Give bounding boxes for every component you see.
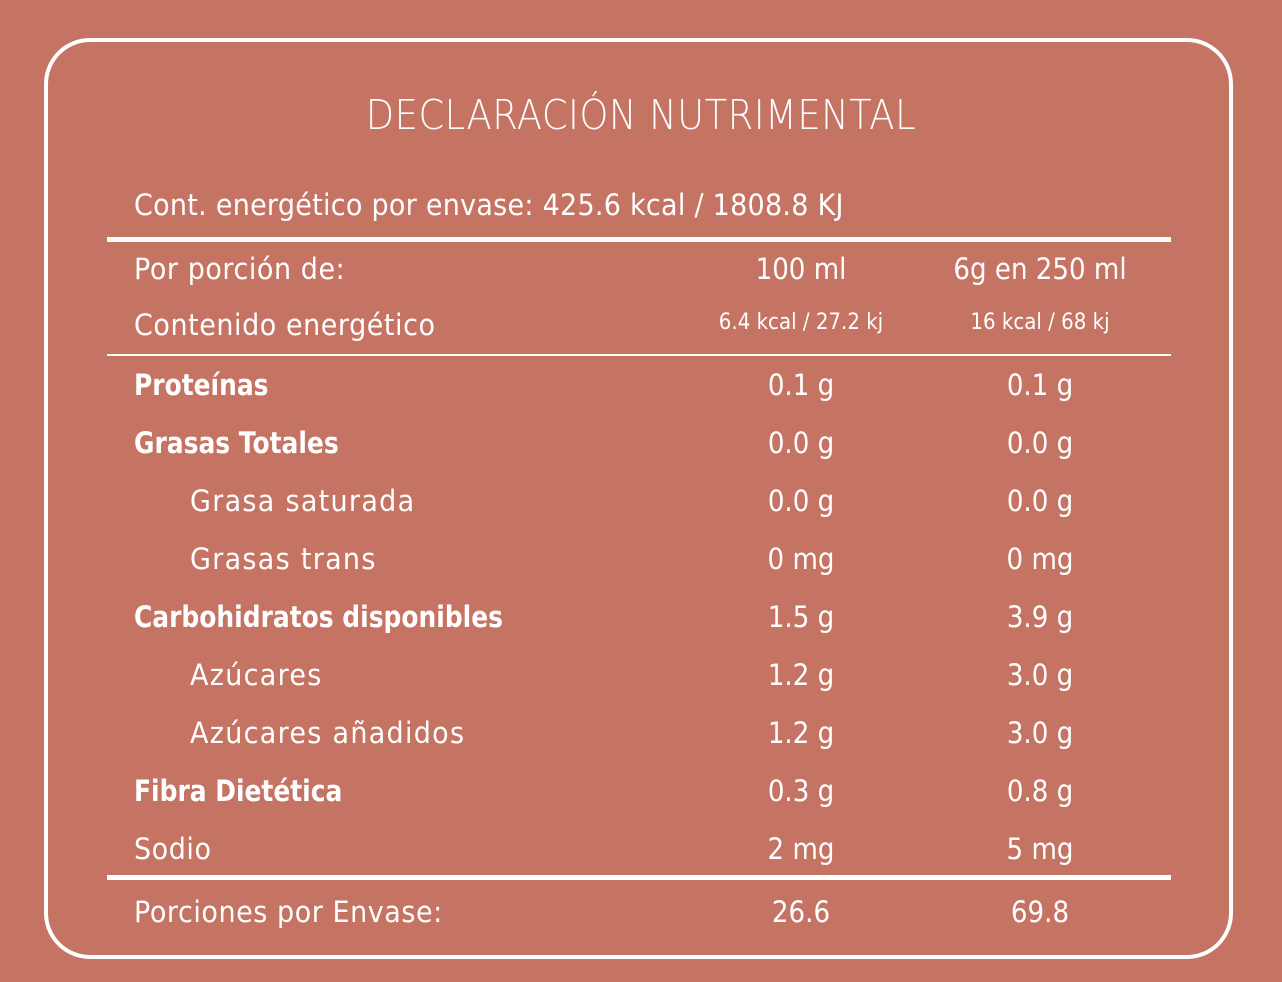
nutrient-label: Proteínas [134, 368, 269, 402]
table-row: Fibra Dietética 0.3 g 0.8 g [0, 766, 1282, 816]
divider-header [107, 354, 1171, 356]
portion-label: Por porción de: [134, 252, 346, 286]
nutrient-label: Fibra Dietética [134, 774, 343, 808]
divider-top [107, 237, 1171, 242]
page-title: DECLARACIÓN NUTRIMENTAL [365, 91, 916, 139]
table-row: Carbohidratos disponibles 1.5 g 3.9 g [0, 592, 1282, 642]
nutrient-label: Grasa saturada [190, 484, 416, 518]
nutrient-label: Carbohidratos disponibles [134, 600, 503, 634]
energy-per-package: Cont. energético por envase: 425.6 kcal … [134, 188, 844, 222]
nutrient-col1: 0.1 g [767, 368, 835, 402]
table-row: Proteínas 0.1 g 0.1 g [0, 360, 1282, 410]
nutrient-col2: 0.0 g [1006, 426, 1074, 460]
nutrient-col2: 0.0 g [1006, 484, 1074, 518]
portion-header-row: Por porción de: 100 ml 6g en 250 ml [0, 244, 1282, 294]
nutrient-label: Azúcares [190, 658, 323, 692]
nutrient-label: Grasas trans [190, 542, 377, 576]
col2-energy: 16 kcal / 68 kj [970, 310, 1110, 335]
servings-label: Porciones por Envase: [134, 895, 443, 929]
nutrient-col1: 0.0 g [767, 484, 835, 518]
col1-header: 100 ml [755, 252, 847, 286]
energy-content-label: Contenido energético [134, 308, 436, 342]
nutrient-col1: 0.3 g [767, 774, 835, 808]
table-row: Grasas Totales 0.0 g 0.0 g [0, 418, 1282, 468]
table-row: Sodio 2 mg 5 mg [0, 824, 1282, 874]
table-row: Azúcares 1.2 g 3.0 g [0, 650, 1282, 700]
nutrient-col1: 1.2 g [767, 716, 835, 750]
nutrient-col2: 3.0 g [1006, 716, 1074, 750]
col2-header: 6g en 250 ml [953, 252, 1127, 286]
nutrient-col1: 1.5 g [767, 600, 835, 634]
servings-row: Porciones por Envase: 26.6 69.8 [0, 887, 1282, 937]
nutrient-col1: 0.0 g [767, 426, 835, 460]
nutrient-col1: 1.2 g [767, 658, 835, 692]
divider-bottom [107, 875, 1171, 880]
nutrient-col2: 0.8 g [1006, 774, 1074, 808]
servings-col1: 26.6 [771, 895, 831, 929]
nutrient-col1: 0 mg [767, 542, 835, 576]
table-row: Grasa saturada 0.0 g 0.0 g [0, 476, 1282, 526]
nutrient-col2: 0 mg [1006, 542, 1074, 576]
nutrient-col2: 3.9 g [1006, 600, 1074, 634]
table-row: Azúcares añadidos 1.2 g 3.0 g [0, 708, 1282, 758]
nutrient-col2: 5 mg [1006, 832, 1074, 866]
nutrient-label: Sodio [134, 832, 212, 866]
col1-energy: 6.4 kcal / 27.2 kj [718, 310, 884, 335]
nutrient-label: Grasas Totales [134, 426, 339, 460]
nutrition-panel-border [44, 38, 1233, 959]
nutrient-col2: 3.0 g [1006, 658, 1074, 692]
table-row: Grasas trans 0 mg 0 mg [0, 534, 1282, 584]
nutrient-col1: 2 mg [767, 832, 835, 866]
energy-content-row: Contenido energético 6.4 kcal / 27.2 kj … [0, 300, 1282, 350]
nutrient-label: Azúcares añadidos [190, 716, 466, 750]
nutrient-col2: 0.1 g [1006, 368, 1074, 402]
servings-col2: 69.8 [1010, 895, 1070, 929]
